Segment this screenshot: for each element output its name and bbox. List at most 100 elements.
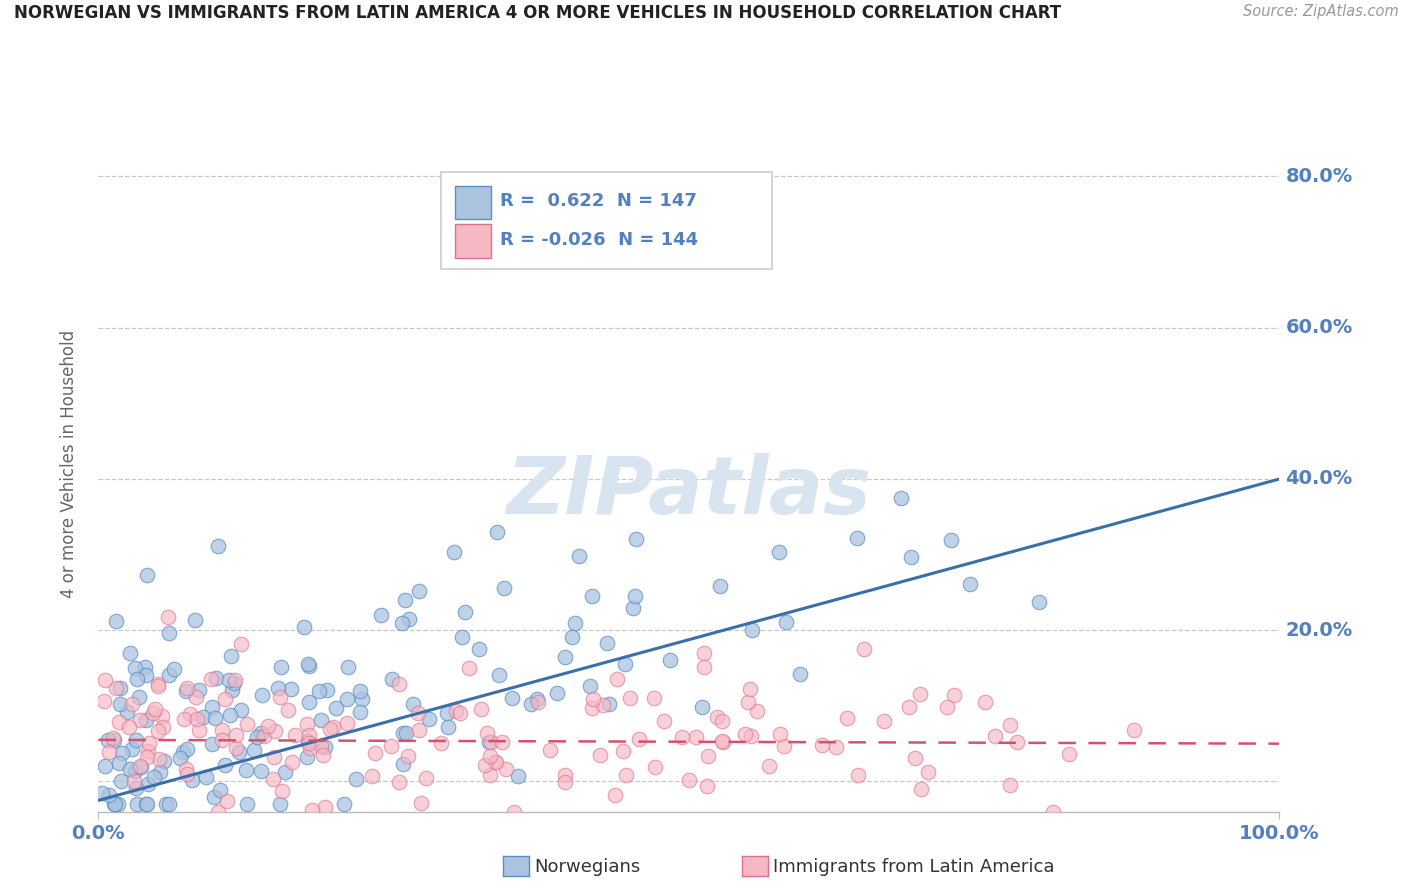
Point [478,735,501,749]
Point [568,549,591,563]
Point [904,750,927,764]
Point [157,625,180,640]
Point [142,770,165,784]
Point [488,668,510,682]
Point [91,786,114,800]
Point [269,690,291,705]
Point [201,700,224,714]
Point [103,733,125,747]
Point [309,739,332,754]
Point [772,739,794,754]
Point [270,784,292,798]
Point [908,687,931,701]
FancyBboxPatch shape [456,225,491,258]
Point [581,589,603,603]
Point [1042,805,1064,819]
Point [125,797,148,812]
Point [612,744,634,758]
Text: 40.0%: 40.0% [1285,469,1353,489]
Point [143,702,166,716]
Point [219,648,242,663]
Point [176,767,198,781]
Point [148,677,170,691]
Point [181,772,204,787]
Point [236,716,259,731]
Point [274,765,297,780]
Point [835,711,858,725]
Point [581,700,603,714]
Point [388,774,411,789]
Point [484,755,506,769]
Point [437,720,460,734]
Point [214,692,236,706]
Point [443,545,465,559]
Point [215,794,238,808]
Point [157,797,180,812]
Point [235,763,257,777]
Point [984,729,1007,743]
Point [115,705,138,719]
Point [917,765,939,780]
Y-axis label: 4 or more Vehicles in Household: 4 or more Vehicles in Household [59,330,77,598]
Point [104,614,127,628]
Text: Norwegians: Norwegians [534,858,641,876]
Point [408,723,430,738]
Point [527,695,550,709]
Point [554,650,576,665]
Point [740,729,762,743]
Point [308,684,330,698]
Point [508,769,530,783]
Point [429,736,451,750]
Point [361,769,384,783]
Point [264,724,287,739]
Point [298,736,321,750]
Point [936,700,959,714]
Point [94,673,117,687]
Point [146,679,169,693]
Point [314,739,336,754]
Point [613,657,636,672]
Point [218,707,240,722]
Point [408,584,430,599]
Text: NORWEGIAN VS IMMIGRANTS FROM LATIN AMERICA 4 OR MORE VEHICLES IN HOUSEHOLD CORRE: NORWEGIAN VS IMMIGRANTS FROM LATIN AMERI… [14,4,1062,22]
Point [155,797,177,812]
Point [138,735,160,749]
Point [554,775,576,789]
Point [125,732,148,747]
Point [135,667,157,681]
Point [910,782,932,797]
Point [658,653,681,667]
Point [174,762,197,776]
Point [436,706,458,720]
Point [284,728,307,742]
Point [825,739,848,754]
Point [128,758,150,772]
Point [402,698,425,712]
Point [468,641,491,656]
Text: Source: ZipAtlas.com: Source: ZipAtlas.com [1243,4,1399,20]
Point [156,610,179,624]
Point [943,688,966,702]
Point [309,713,332,727]
Point [163,662,186,676]
Point [134,660,156,674]
Point [336,660,359,674]
Point [624,589,647,603]
Point [229,703,252,717]
Point [169,751,191,765]
Point [111,747,134,761]
Point [740,682,762,697]
Point [172,745,194,759]
Point [395,725,418,739]
Point [775,615,797,629]
Point [136,744,159,758]
Point [626,532,648,546]
Point [696,779,718,793]
Point [418,712,440,726]
Point [392,757,415,772]
Point [671,730,693,744]
Point [561,630,583,644]
Point [110,773,132,788]
Point [152,720,174,734]
Point [128,690,150,705]
